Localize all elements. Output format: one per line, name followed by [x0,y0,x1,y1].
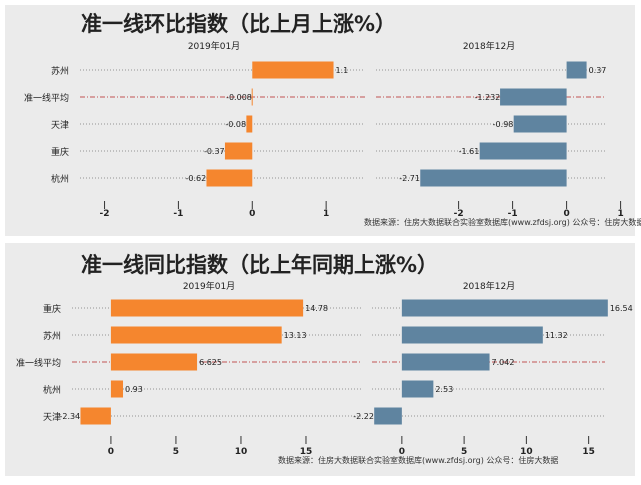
data-label: -2.34 [59,412,80,421]
x-tick-label: -2 [100,209,110,219]
bar [401,299,608,317]
bar [110,299,304,317]
x-tick-label: 0 [108,447,114,457]
data-label: 13.13 [284,331,307,340]
bar [566,61,587,79]
data-label: 7.042 [492,358,515,367]
x-tick-label: 15 [582,447,595,457]
x-tick-label: 10 [235,447,248,457]
facet-label-left: 2019年01月 [183,280,235,292]
category-label: 杭州 [51,173,69,185]
bar [374,407,402,425]
bar [513,115,567,133]
x-tick-label: 0 [249,209,255,219]
panel-title: 准一线同比指数（比上年同期上涨%） [81,253,438,277]
category-label: 重庆 [43,303,61,315]
x-tick-label: -1 [173,209,183,219]
data-label: -0.62 [185,174,206,183]
bar [80,407,111,425]
panel-yoy: 准一线同比指数（比上年同期上涨%） 数据来源：住房大数据联合实验室数据库(www… [5,243,635,476]
category-label: 准一线平均 [24,92,69,104]
bar [110,380,124,398]
bar [479,142,567,160]
x-tick-label: 5 [173,447,179,457]
x-tick-label: 10 [520,447,533,457]
bar [420,169,567,187]
bar [110,353,198,371]
facet-label-left: 2019年01月 [188,40,240,52]
category-label: 苏州 [43,330,61,342]
data-label: 14.78 [305,304,328,313]
x-tick-label: -2 [454,209,464,219]
source-note: 数据来源：住房大数据联合实验室数据库(www.zfdsj.org) 公众号：住房… [364,217,641,227]
data-label: -0.37 [204,147,225,156]
data-label: -0.008 [226,93,252,102]
panel-mom: 准一线环比指数（比上月上涨%） 数据来源：住房大数据联合实验室数据库(www.z… [5,5,641,236]
x-tick-label: 1 [323,209,329,219]
x-tick-label: 0 [563,209,569,219]
bar [224,142,253,160]
data-label: -0.98 [493,120,514,129]
bar [500,88,567,106]
facet-label-right: 2018年12月 [463,280,515,292]
category-label: 重庆 [51,146,69,158]
bar [206,169,253,187]
bar [401,380,434,398]
bar [251,88,253,106]
panel-background [5,243,635,476]
data-label: 2.53 [435,385,453,394]
category-label: 杭州 [43,384,61,396]
bar [110,326,282,344]
category-label: 苏州 [51,65,69,77]
data-label: -1.61 [459,147,480,156]
category-label: 天津 [43,412,61,423]
bar [401,326,543,344]
data-label: 16.54 [610,304,633,313]
facet-label-right: 2018年12月 [463,40,515,52]
data-label: 11.32 [545,331,568,340]
bar [252,61,334,79]
panel-title: 准一线环比指数（比上月上涨%） [81,12,396,36]
data-label: 0.37 [589,66,607,75]
data-label: -1.232 [474,93,500,102]
bar [246,115,253,133]
bar [401,353,490,371]
data-label: 1.1 [336,66,349,75]
x-tick-label: 1 [617,209,623,219]
data-label: -0.08 [225,120,246,129]
source-note: 数据来源：住房大数据联合实验室数据库(www.zfdsj.org) 公众号：住房… [278,455,558,465]
category-label: 天津 [51,120,69,131]
category-label: 准一线平均 [16,357,61,369]
data-label: 0.93 [125,385,143,394]
x-tick-label: 5 [461,447,467,457]
data-label: 6.625 [199,358,222,367]
x-tick-label: 15 [300,447,313,457]
data-label: -2.71 [399,174,420,183]
data-label: -2.22 [353,412,374,421]
x-tick-label: 0 [399,447,405,457]
x-tick-label: -1 [508,209,518,219]
